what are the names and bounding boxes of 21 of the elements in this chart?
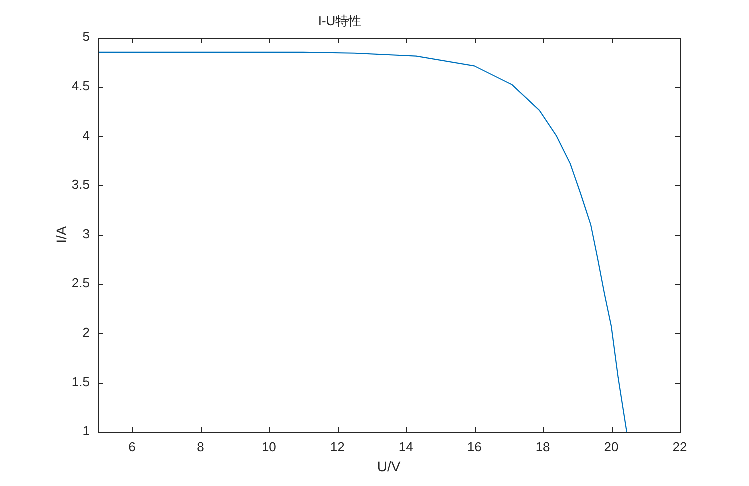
- y-tick-label: 5: [82, 29, 90, 44]
- x-tick-label: 14: [398, 439, 414, 454]
- y-tick-label: 2: [82, 324, 90, 340]
- y-axis-title: I/A: [53, 226, 70, 244]
- x-tick-label: 12: [330, 439, 345, 454]
- x-tick-label: 8: [197, 439, 204, 454]
- y-tick-label: 3: [82, 226, 90, 242]
- x-tick-label: 20: [604, 439, 619, 454]
- x-tick-label: 10: [262, 439, 276, 454]
- y-tick-label: 4: [82, 128, 90, 143]
- chart-title: I-U特性: [318, 13, 362, 28]
- y-tick-label: 3.5: [72, 177, 90, 192]
- x-tick-label: 16: [467, 439, 482, 454]
- x-axis-title: U/V: [377, 458, 402, 474]
- x-tick-label: 18: [536, 439, 550, 454]
- y-tick-label: 2.5: [72, 276, 90, 291]
- y-tick-label: 4.5: [72, 78, 90, 94]
- x-tick-label: 6: [128, 439, 136, 454]
- x-tick-label: 22: [672, 439, 688, 454]
- y-tick-label: 1.5: [72, 374, 90, 390]
- y-tick-label: 1: [82, 424, 90, 439]
